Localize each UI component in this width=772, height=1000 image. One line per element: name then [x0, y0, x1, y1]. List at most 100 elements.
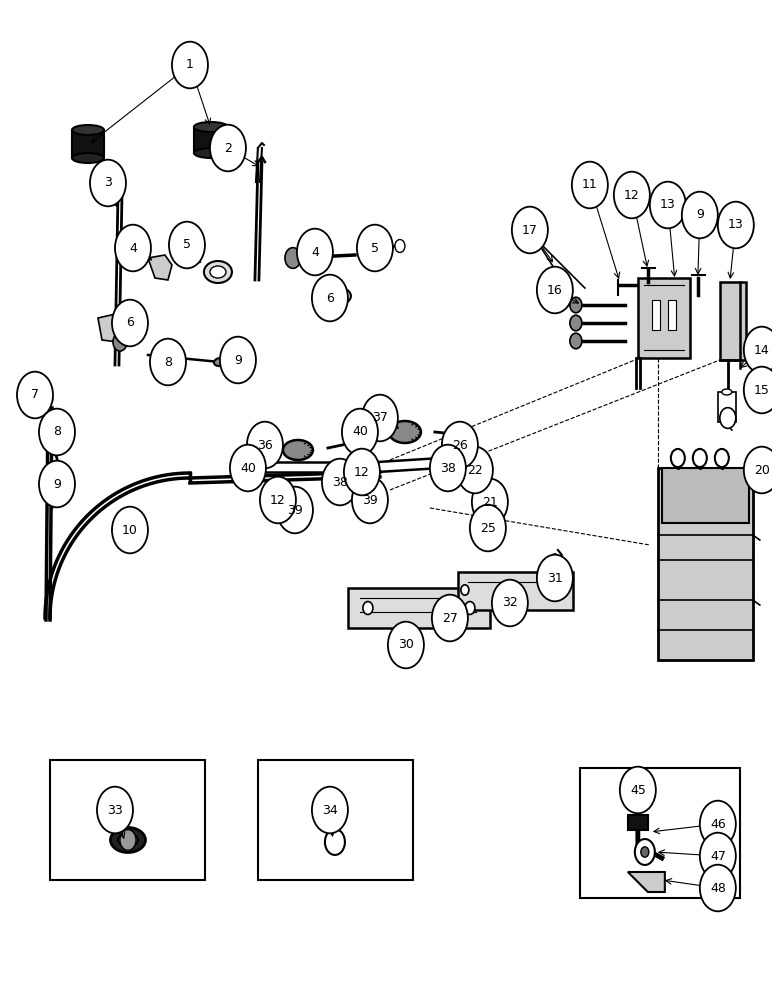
Text: 14: 14 [754, 344, 770, 357]
Bar [718, 392, 736, 422]
Text: 37: 37 [372, 411, 388, 424]
Ellipse shape [722, 389, 732, 395]
Circle shape [285, 248, 301, 268]
Polygon shape [628, 872, 665, 892]
Bar [580, 768, 740, 898]
Circle shape [112, 507, 148, 553]
Circle shape [512, 207, 548, 253]
Ellipse shape [283, 440, 313, 460]
Circle shape [352, 477, 388, 523]
Text: 45: 45 [630, 784, 646, 796]
Text: 39: 39 [287, 504, 303, 516]
Circle shape [39, 409, 75, 455]
Ellipse shape [194, 148, 228, 158]
Ellipse shape [204, 261, 232, 283]
Circle shape [718, 202, 753, 248]
Circle shape [570, 333, 582, 349]
Ellipse shape [52, 440, 64, 450]
Circle shape [570, 315, 582, 331]
Ellipse shape [334, 292, 346, 300]
Text: 17: 17 [522, 224, 538, 236]
Bar [628, 815, 648, 830]
Text: 13: 13 [728, 219, 743, 232]
Ellipse shape [363, 498, 373, 506]
Text: 9: 9 [234, 354, 242, 366]
Circle shape [572, 162, 608, 208]
Circle shape [641, 847, 648, 857]
Circle shape [715, 449, 729, 467]
Text: 2: 2 [224, 141, 232, 154]
Ellipse shape [440, 457, 456, 467]
Circle shape [363, 602, 373, 614]
Circle shape [325, 829, 345, 855]
Circle shape [620, 767, 656, 813]
Text: 11: 11 [582, 178, 598, 192]
Text: 30: 30 [398, 639, 414, 652]
Polygon shape [148, 255, 172, 280]
Text: 20: 20 [754, 464, 770, 477]
Circle shape [700, 865, 736, 911]
Circle shape [743, 367, 772, 413]
Circle shape [297, 229, 333, 275]
Circle shape [570, 297, 582, 313]
Circle shape [97, 787, 133, 833]
Circle shape [457, 447, 493, 493]
Text: 9: 9 [696, 209, 704, 222]
Text: 38: 38 [332, 476, 348, 488]
Ellipse shape [293, 508, 303, 516]
Bar [638, 278, 690, 358]
Circle shape [150, 339, 186, 385]
Text: 22: 22 [467, 464, 482, 477]
Text: 7: 7 [31, 388, 39, 401]
Text: 34: 34 [322, 804, 338, 816]
Circle shape [312, 787, 348, 833]
Text: 10: 10 [122, 524, 138, 536]
Circle shape [354, 425, 370, 445]
Text: 4: 4 [311, 245, 319, 258]
Ellipse shape [502, 589, 510, 595]
Text: 12: 12 [270, 493, 286, 506]
Circle shape [388, 622, 424, 668]
Circle shape [277, 487, 313, 533]
Text: 15: 15 [754, 383, 770, 396]
Circle shape [120, 830, 136, 850]
Text: 3: 3 [104, 176, 112, 190]
Text: 39: 39 [362, 493, 378, 506]
Ellipse shape [214, 358, 226, 366]
Circle shape [537, 267, 573, 313]
Ellipse shape [329, 288, 351, 304]
Bar [72, 130, 104, 158]
Circle shape [247, 422, 283, 468]
Bar [458, 572, 573, 610]
Ellipse shape [194, 122, 228, 132]
Polygon shape [98, 313, 125, 342]
Circle shape [344, 449, 380, 495]
Ellipse shape [553, 578, 563, 585]
Text: 46: 46 [710, 817, 726, 830]
Text: 13: 13 [660, 198, 676, 212]
Ellipse shape [118, 833, 138, 847]
Text: 12: 12 [624, 189, 640, 202]
Circle shape [115, 225, 151, 271]
Circle shape [470, 505, 506, 551]
Circle shape [432, 595, 468, 641]
Circle shape [614, 172, 650, 218]
Circle shape [461, 585, 469, 595]
Bar [668, 300, 676, 330]
Circle shape [478, 514, 488, 526]
Text: 25: 25 [480, 522, 496, 534]
Circle shape [442, 422, 478, 468]
Circle shape [260, 477, 296, 523]
Text: 4: 4 [129, 241, 137, 254]
Ellipse shape [455, 436, 475, 454]
Circle shape [39, 461, 75, 507]
Circle shape [113, 333, 127, 351]
Circle shape [312, 275, 348, 321]
Text: 31: 31 [547, 571, 563, 584]
Text: 40: 40 [240, 462, 256, 475]
Circle shape [230, 445, 266, 491]
Circle shape [90, 160, 126, 206]
Ellipse shape [45, 486, 55, 494]
Circle shape [671, 449, 685, 467]
Circle shape [430, 445, 466, 491]
